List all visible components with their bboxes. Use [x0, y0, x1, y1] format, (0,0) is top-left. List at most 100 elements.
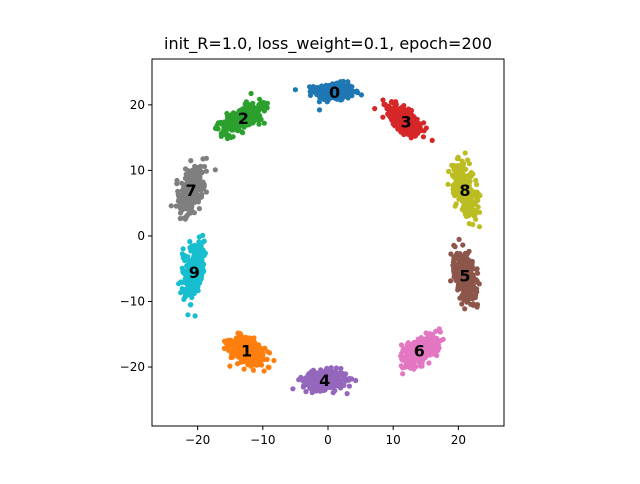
data-point	[331, 380, 337, 386]
data-point	[451, 242, 457, 248]
data-point	[320, 383, 326, 389]
data-point	[475, 193, 481, 199]
data-point	[300, 384, 306, 390]
data-point	[266, 350, 273, 356]
data-point	[242, 345, 248, 352]
data-point	[452, 203, 458, 209]
data-point	[474, 181, 480, 188]
data-point	[413, 341, 419, 347]
data-point	[456, 236, 462, 242]
data-point	[473, 177, 479, 183]
data-point	[235, 111, 241, 117]
data-point	[198, 254, 204, 260]
data-point	[476, 224, 483, 230]
data-point	[429, 137, 435, 143]
cluster-2-points	[212, 90, 270, 142]
data-point	[184, 191, 190, 197]
data-point	[192, 272, 198, 279]
data-point	[437, 329, 443, 335]
data-point	[236, 125, 242, 131]
data-point	[271, 357, 277, 364]
data-point	[346, 383, 352, 389]
data-point	[175, 188, 181, 194]
data-point	[228, 337, 234, 343]
data-point	[380, 97, 386, 103]
data-point	[196, 234, 202, 240]
data-point	[399, 350, 405, 356]
data-point	[411, 121, 417, 127]
data-point	[475, 204, 481, 210]
data-point	[463, 272, 470, 278]
data-point	[190, 187, 196, 193]
data-point	[241, 366, 247, 372]
data-point	[261, 368, 267, 374]
data-point	[405, 353, 411, 359]
data-point	[236, 346, 243, 352]
data-point	[176, 195, 182, 201]
data-point	[228, 354, 234, 361]
data-point	[407, 118, 413, 124]
data-point	[230, 134, 236, 140]
data-point	[234, 336, 240, 342]
data-point	[235, 330, 241, 336]
data-point	[197, 260, 203, 266]
data-point	[259, 104, 265, 110]
chart-title: init_R=1.0, loss_weight=0.1, epoch=200	[164, 34, 492, 54]
data-point	[228, 112, 234, 118]
data-point	[186, 258, 192, 264]
data-point	[176, 281, 182, 287]
data-point	[463, 205, 469, 211]
data-point	[460, 242, 466, 248]
data-point	[454, 262, 460, 268]
data-point	[334, 80, 340, 86]
x-tick-label: −20	[185, 433, 210, 447]
data-point	[472, 208, 478, 214]
data-point	[458, 175, 464, 181]
data-point	[180, 269, 186, 275]
data-point	[184, 287, 191, 293]
data-point	[195, 193, 201, 199]
data-point	[241, 350, 247, 356]
data-point	[189, 264, 196, 270]
data-point	[239, 107, 245, 113]
data-point	[168, 203, 174, 209]
data-point	[352, 89, 358, 95]
data-point	[389, 117, 395, 123]
data-point	[456, 275, 462, 282]
data-point	[189, 204, 195, 210]
data-point	[212, 167, 218, 173]
data-point	[337, 380, 343, 386]
data-point	[462, 190, 468, 196]
x-tick-label: 10	[386, 433, 401, 447]
cluster-3-points	[372, 97, 435, 143]
y-axis-ticks: −20 −10 0 10 20	[120, 98, 152, 374]
x-tick-label: −10	[250, 433, 275, 447]
data-point	[318, 88, 325, 94]
cluster-1-points	[221, 330, 277, 374]
data-point	[203, 189, 209, 195]
data-point	[421, 120, 427, 126]
data-point	[408, 107, 415, 114]
x-axis-ticks: −20 −10 0 10 20	[185, 426, 466, 447]
cluster-label-2: 2	[238, 109, 249, 128]
data-point	[448, 251, 454, 257]
data-point	[201, 181, 207, 187]
data-point	[303, 389, 309, 395]
data-point	[466, 161, 472, 167]
data-point	[182, 204, 188, 210]
data-point	[474, 304, 480, 310]
data-point	[265, 364, 271, 370]
data-point	[457, 195, 463, 201]
data-point	[243, 121, 249, 127]
data-point	[249, 355, 255, 361]
data-point	[418, 356, 424, 362]
data-point	[196, 171, 203, 177]
data-point	[403, 360, 409, 366]
data-point	[468, 301, 474, 307]
data-point	[461, 199, 467, 205]
data-point	[259, 348, 265, 354]
data-point	[330, 91, 336, 97]
data-point	[440, 336, 446, 342]
